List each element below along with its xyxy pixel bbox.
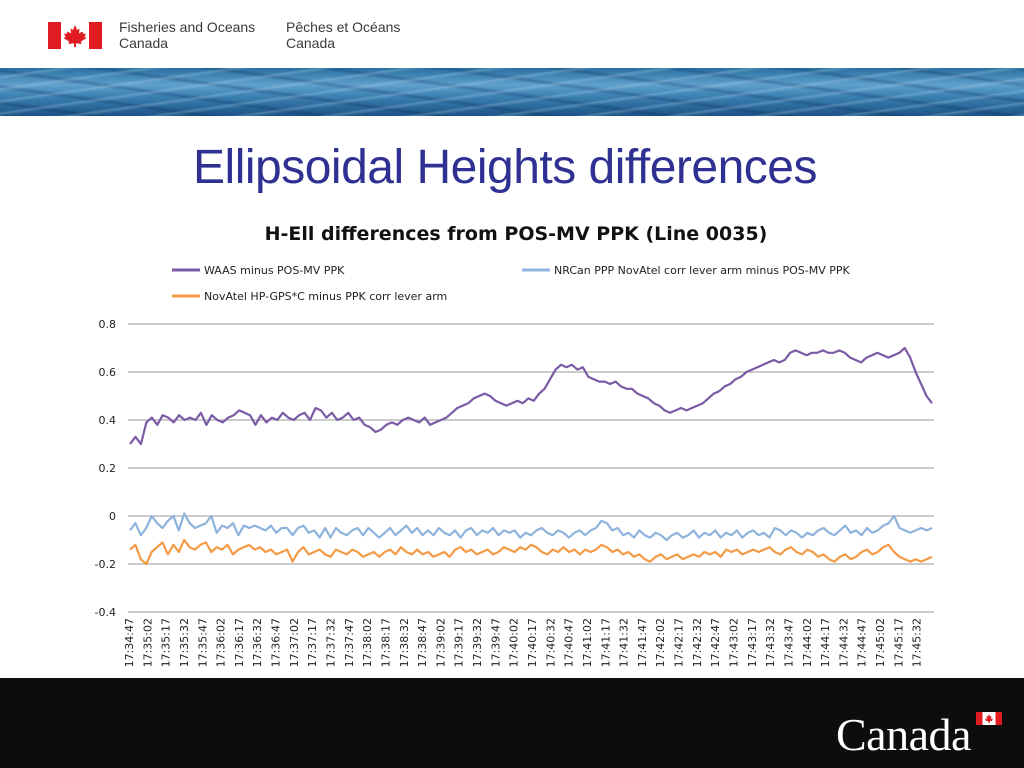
- x-tick-label: 17:39:32: [471, 618, 484, 667]
- x-tick-label: 17:39:17: [453, 618, 466, 667]
- x-tick-label: 17:41:47: [636, 618, 649, 667]
- x-tick-label: 17:43:02: [728, 618, 741, 667]
- data-series: [129, 346, 933, 566]
- gridlines: [128, 323, 934, 613]
- series-line-waas: [129, 346, 933, 446]
- legend-label-waas: WAAS minus POS-MV PPK: [204, 264, 345, 277]
- x-tick-label: 17:37:17: [306, 618, 319, 667]
- ocean-banner-image: [0, 68, 1024, 116]
- x-tick-label: 17:41:17: [599, 618, 612, 667]
- x-tick-label: 17:40:47: [563, 618, 576, 667]
- x-tick-label: 17:39:47: [489, 618, 502, 667]
- wordmark-flag-icon: [976, 712, 1002, 725]
- y-axis-tick-labels: 0.8 0.6 0.4 0.2 0 -0.2 -0.4: [95, 318, 116, 619]
- x-tick-label: 17:40:32: [544, 618, 557, 667]
- canada-wordmark: Canada: [836, 709, 971, 760]
- x-tick-label: 17:42:17: [673, 618, 686, 667]
- x-tick-label: 17:43:32: [764, 618, 777, 667]
- x-tick-label: 17:42:32: [691, 618, 704, 667]
- y-tick-label: 0.4: [99, 414, 117, 427]
- x-tick-label: 17:34:47: [123, 618, 136, 667]
- x-tick-label: 17:44:02: [801, 618, 814, 667]
- height-difference-chart: H-Ell differences from POS-MV PPK (Line …: [95, 223, 934, 667]
- x-tick-label: 17:35:17: [160, 618, 173, 667]
- legend-label-novatel: NovAtel HP-GPS*C minus PPK corr lever ar…: [204, 290, 447, 303]
- slide-title: Ellipsoidal Heights differences: [193, 141, 817, 194]
- x-tick-label: 17:37:32: [325, 618, 338, 667]
- department-name-english: Fisheries and Oceans Canada: [119, 19, 255, 51]
- department-en-line1: Fisheries and Oceans: [119, 19, 256, 35]
- x-tick-label: 17:41:32: [618, 618, 631, 667]
- x-tick-label: 17:45:17: [892, 618, 905, 667]
- x-tick-label: 17:35:47: [196, 618, 209, 667]
- chart-legend: WAAS minus POS-MV PPK NRCan PPP NovAtel …: [172, 264, 851, 303]
- legend-label-nrcan: NRCan PPP NovAtel corr lever arm minus P…: [554, 264, 851, 277]
- footer-bar: [0, 678, 1024, 768]
- x-axis-tick-labels: 17:34:47 17:35:02 17:35:17 17:35:32 17:35:47…: [123, 618, 924, 667]
- x-tick-label: 17:36:47: [270, 618, 283, 667]
- x-tick-label: 17:45:32: [911, 618, 924, 667]
- x-tick-label: 17:39:02: [434, 618, 447, 667]
- x-tick-label: 17:42:47: [709, 618, 722, 667]
- gov-header: Fisheries and Oceans Canada Pêches et Oc…: [0, 0, 1024, 68]
- department-name-french: Pêches et Océans Canada: [286, 19, 400, 51]
- x-tick-label: 17:40:17: [526, 618, 539, 667]
- y-tick-label: -0.4: [95, 606, 116, 619]
- canada-flag-icon: [48, 22, 102, 49]
- y-tick-label: 0.2: [99, 462, 117, 475]
- x-tick-label: 17:36:32: [251, 618, 264, 667]
- department-fr-line1: Pêches et Océans: [286, 19, 401, 35]
- y-tick-label: 0: [109, 510, 116, 523]
- department-en-line2: Canada: [119, 35, 169, 51]
- x-tick-label: 17:45:02: [874, 618, 887, 667]
- x-tick-label: 17:44:17: [819, 618, 832, 667]
- x-tick-label: 17:41:02: [581, 618, 594, 667]
- x-tick-label: 17:36:02: [215, 618, 228, 667]
- series-line-novatel: [129, 538, 933, 566]
- x-tick-label: 17:44:47: [856, 618, 869, 667]
- chart-title: H-Ell differences from POS-MV PPK (Line …: [265, 223, 768, 245]
- y-tick-label: -0.2: [95, 558, 116, 571]
- x-tick-label: 17:35:02: [141, 618, 154, 667]
- series-line-nrcan: [129, 512, 933, 542]
- x-tick-label: 17:38:47: [416, 618, 429, 667]
- x-tick-label: 17:35:32: [178, 618, 191, 667]
- x-tick-label: 17:40:02: [508, 618, 521, 667]
- x-tick-label: 17:43:17: [746, 618, 759, 667]
- x-tick-label: 17:38:02: [361, 618, 374, 667]
- y-tick-label: 0.8: [99, 318, 117, 331]
- x-tick-label: 17:38:32: [398, 618, 411, 667]
- y-tick-label: 0.6: [99, 366, 117, 379]
- x-tick-label: 17:36:17: [233, 618, 246, 667]
- department-fr-line2: Canada: [286, 35, 336, 51]
- x-tick-label: 17:44:32: [837, 618, 850, 667]
- x-tick-label: 17:37:47: [343, 618, 356, 667]
- x-tick-label: 17:37:02: [288, 618, 301, 667]
- x-tick-label: 17:38:17: [380, 618, 393, 667]
- x-tick-label: 17:43:47: [783, 618, 796, 667]
- x-tick-label: 17:42:02: [654, 618, 667, 667]
